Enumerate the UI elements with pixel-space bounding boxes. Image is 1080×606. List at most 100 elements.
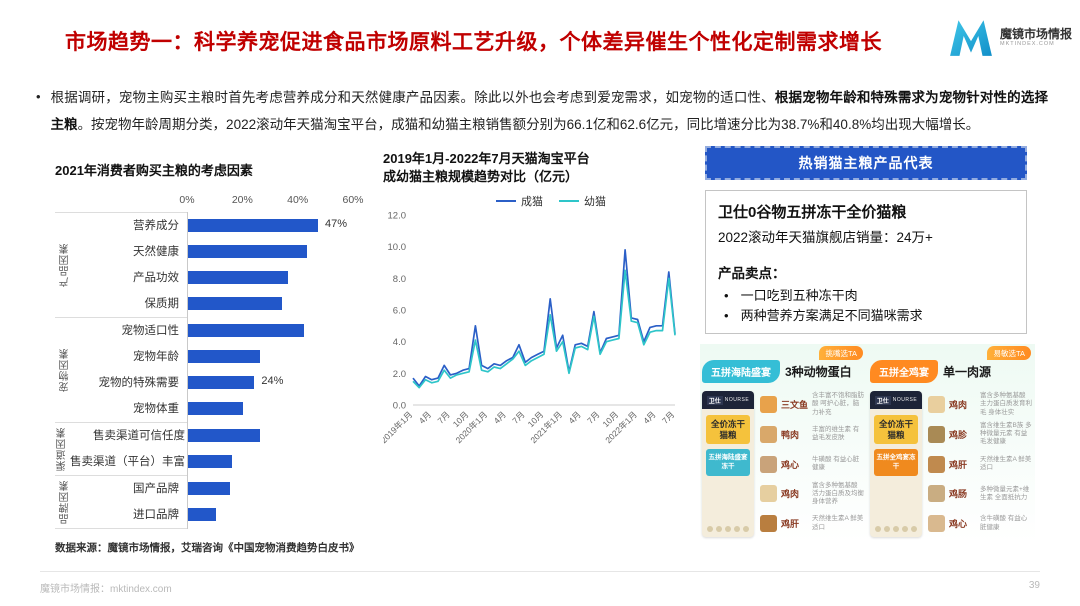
bar-group-label: 产品因素: [59, 242, 71, 287]
brand-logo: 魔镜市场情报 MKTINDEX.COM: [948, 18, 1072, 56]
ingredient-desc: 含丰富不饱和脂肪酸 呵护心脏，脑力补充: [812, 392, 864, 416]
axis-tick: 0%: [179, 193, 195, 206]
ingredient-row: 鸭肉 丰富的维生素 有益毛发皮肤: [760, 421, 865, 448]
svg-text:0.0: 0.0: [393, 401, 406, 412]
ingredient-name: 鸡心: [781, 459, 800, 470]
ingredient-desc: 富含多种氨基酸 主力蛋白质发育利毛 身体壮实: [980, 392, 1032, 416]
ingredient-name: 鸡肝: [781, 519, 800, 529]
bag-line1: 全价冻干猫粮: [706, 415, 750, 445]
svg-text:8.0: 8.0: [393, 274, 406, 285]
bar: [188, 296, 283, 310]
bar-row: [188, 422, 377, 448]
mktindex-logo-icon: [950, 20, 992, 56]
bar-chart: 2021年消费者购买主粮的考虑因素 0% 20% 40% 60% 产品因素 营养成分 天然健…: [55, 162, 377, 529]
bar-group: 产品因素 营养成分 天然健康 产品功效 保质期 47%: [55, 211, 377, 317]
ingredient-thumbnail: [760, 515, 777, 532]
svg-text:4月: 4月: [566, 409, 582, 425]
bar-row: [188, 395, 377, 421]
product-name: 卫仕0谷物五拼冻干全价猫粮: [718, 204, 907, 221]
ingredient-desc: 富含多种氨基酸 活力蛋白质及均衡 身体营养: [812, 481, 864, 505]
logo-domain: MKTINDEX.COM: [999, 40, 1055, 47]
selling-point: 两种营养方案满足不同猫咪需求: [724, 306, 1014, 326]
ingredient-row: 三文鱼 含丰富不饱和脂肪酸 呵护心脏，脑力补充: [760, 391, 865, 418]
page-number: 39: [1028, 580, 1040, 591]
ingredient-row: 鸡肉 富含多种氨基酸 活力蛋白质及均衡 身体营养: [760, 480, 865, 507]
ingredient-row: 鸡肠 多种微量元素+维生素 全面抵抗力: [928, 480, 1033, 507]
bar-group-label: 品牌因素: [59, 479, 71, 524]
bag-icon-dot: [884, 526, 890, 532]
bar-category-label: 天然健康: [133, 245, 179, 258]
logo-name: 魔镜市场情报: [999, 26, 1072, 41]
series-成猫: [412, 249, 676, 387]
bar-category-label: 售卖渠道可信任度: [93, 429, 185, 442]
bar-row: [188, 290, 377, 316]
bar: [188, 428, 260, 442]
ingredient-name: 鸭肉: [781, 429, 800, 440]
bag-icon-dot: [734, 526, 740, 532]
bar-category-label: 进口品牌: [133, 508, 179, 521]
bag-icon-dot: [875, 526, 881, 532]
ingredient-thumbnail: [760, 425, 777, 443]
product-bag-image: 卫仕 NOURSE 全价冻干猫粮 五拼全鸡宴冻干: [870, 391, 922, 537]
ingredient-thumbnail: [760, 485, 777, 503]
bag-brand: 卫仕: [706, 395, 723, 405]
bar-category-label: 售卖渠道（平台）丰富: [70, 455, 185, 468]
ingredient-name: 鸡肉: [949, 400, 968, 410]
bag-icon-dot: [725, 526, 731, 532]
ingredient-row: 鸡心 含牛磺酸 有益心脏健康: [928, 510, 1033, 537]
ingredient-desc: 牛磺酸 有益心脏健康: [812, 455, 860, 471]
series-幼猫: [412, 269, 676, 389]
bar-row: 47%: [188, 212, 377, 238]
ingredient-thumbnail: [928, 485, 945, 503]
bar-group: 品牌因素 国产品牌进口品牌: [55, 474, 377, 529]
selling-points-list: 一口吃到五种冻干肉两种营养方案满足不同猫咪需求: [718, 286, 1014, 326]
svg-text:12.0: 12.0: [388, 211, 407, 222]
bar-row: [188, 448, 377, 474]
product-info-box: 卫仕0谷物五拼冻干全价猫粮 2022滚动年天猫旗舰店销量：24万+ 产品卖点： …: [705, 190, 1027, 334]
ingredient-name: 三文鱼: [781, 400, 809, 410]
product-cards: 挑嘴选TA 五拼海陆盛宴 3种动物蛋白 卫仕 NOURSE 全价冻干猫粮 五拼海陆盛宴冻干三…: [700, 344, 1035, 542]
bag-icon-dot: [716, 526, 722, 532]
bar-row: [188, 264, 377, 290]
bar-group-label: 宠物因素: [59, 347, 71, 392]
footer: 魔镜市场情报：mktindex.com 39: [40, 571, 1040, 595]
ingredient-thumbnail: [760, 396, 777, 413]
ingredient-name: 鸡肉: [781, 489, 800, 500]
bar-category-label: 宠物年龄: [133, 350, 179, 363]
bar-category-label: 宠物体重: [133, 402, 179, 415]
svg-text:2.0: 2.0: [393, 369, 406, 380]
bar-category-label: 产品功效: [133, 271, 179, 284]
ingredient-name: 鸡心: [949, 519, 968, 529]
bar-group: 宠物因素 宠物适口性 宠物年龄 宠物的特殊需要 宠物体重 24%: [55, 316, 377, 422]
intro-paragraph: • 根据调研，宠物主购买主粮时首先考虑营养成分和天然健康产品因素。除此以外也会考…: [36, 84, 1048, 138]
bag-icon-dot: [902, 526, 908, 532]
legend-swatch: [496, 199, 516, 203]
bar: [188, 323, 305, 337]
ingredient-thumbnail: [928, 515, 945, 532]
ingredient-row: 鸡心 牛磺酸 有益心脏健康: [760, 451, 865, 478]
ingredient-row: 鸡肝 天然维生素A 鲜美适口: [760, 510, 865, 537]
legend-swatch: [559, 199, 579, 203]
footer-site: 魔镜市场情报：mktindex.com: [40, 584, 172, 595]
ingredient-desc: 富含维生素B族 多种微量元素 有益毛发健康: [980, 422, 1032, 446]
bag-icon-dot: [707, 526, 713, 532]
line-chart: 2019年1月-2022年7月天猫淘宝平台 成幼猫主粮规模趋势对比（亿元） 成猫…: [379, 150, 689, 472]
bag-brand-en: NOURSE: [892, 397, 918, 403]
ingredient-thumbnail: [928, 396, 945, 413]
svg-text:7月: 7月: [510, 409, 526, 425]
bar-row: [188, 317, 377, 343]
axis-tick: 60%: [342, 193, 364, 206]
svg-text:4月: 4月: [641, 409, 657, 425]
bar: [188, 244, 307, 258]
bullet-marker: •: [36, 89, 41, 104]
svg-text:7月: 7月: [660, 409, 676, 425]
bar: [188, 507, 216, 521]
axis-tick: 20%: [231, 193, 253, 206]
legend-label: 成猫: [521, 196, 543, 209]
card-headline: 3种动物蛋白: [785, 365, 852, 379]
bar-category-label: 国产品牌: [133, 482, 179, 495]
bag-brand-en: NOURSE: [724, 397, 750, 403]
ingredient-name: 鸡肝: [949, 459, 968, 470]
